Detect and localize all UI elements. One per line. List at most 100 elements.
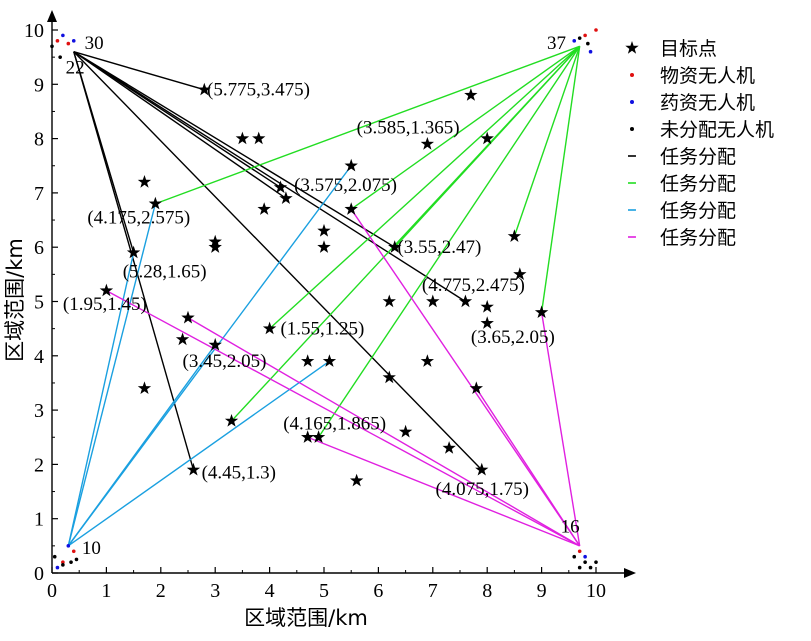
drone-red-dot [71, 549, 76, 554]
point-label: (5.775,3.475) [207, 80, 310, 101]
drone-black-dot [594, 560, 598, 564]
drone-red-dot [583, 33, 587, 38]
target-star [224, 414, 239, 427]
legend-dot-marker [630, 73, 634, 77]
assignment-line-1-5 [513, 46, 581, 237]
target-star [344, 158, 358, 172]
target-star [420, 354, 434, 367]
target-star [513, 267, 527, 280]
axis-ticks: 0 1 2 3 4 5 6 7 8 9 10 0 1 2 3 4 5 6 7 8 9 10 [24, 20, 606, 602]
assignment-line-3-1 [187, 317, 581, 547]
target-star [507, 229, 522, 242]
drone-black-dot [577, 565, 582, 570]
x-tick-label: 8 [482, 580, 492, 602]
x-tick-label: 0 [47, 580, 57, 602]
target-star [480, 131, 494, 145]
target-star [458, 294, 473, 308]
x-tick-label: 4 [265, 580, 275, 602]
point-label: (3.55,2.47) [397, 237, 481, 258]
legend-label: 药资无人机 [660, 92, 755, 114]
drone-red-dot [55, 39, 60, 43]
drone-blue-dot [55, 565, 60, 570]
assignment-line-1-2 [269, 45, 581, 330]
drone-blue-dot [66, 544, 71, 548]
target-star [382, 294, 396, 308]
target-star [469, 381, 483, 394]
legend-label: 物资无人机 [660, 65, 755, 87]
target-star [480, 316, 494, 329]
drone-black-dot [572, 554, 577, 559]
legend-dot-marker [630, 127, 634, 131]
drone-black-dot [61, 563, 65, 567]
point-label: (4.075,1.75) [436, 479, 529, 500]
assignment-line-3-3 [350, 208, 581, 547]
target-star [257, 202, 271, 215]
assignment-line-1-4 [317, 45, 581, 438]
legend-label: 未分配无人机 [660, 119, 774, 141]
drone-black-dot [577, 36, 582, 40]
y-axis-arrow [47, 10, 57, 22]
assignment-line-0-4 [73, 51, 466, 303]
assignment-line-1-0 [155, 45, 580, 205]
x-tick-label: 2 [156, 580, 166, 602]
target-star [208, 240, 222, 253]
target-star [426, 294, 440, 308]
target-star [317, 223, 331, 237]
target-star [126, 245, 141, 259]
drone-markers [50, 28, 598, 570]
drone-black-dot [74, 557, 79, 562]
assignment-line-3-4 [540, 312, 581, 546]
target-markers [99, 82, 549, 487]
legend-label: 任务分配 [660, 173, 736, 195]
legend-label: 任务分配 [660, 146, 736, 168]
drone-black-dot [50, 44, 54, 49]
drone-black-dot [588, 565, 593, 570]
point-label: (3.575,2.075) [294, 175, 397, 196]
x-tick-label: 3 [210, 580, 220, 602]
target-star [208, 337, 222, 351]
drone-black-dot [58, 55, 62, 59]
target-star [252, 131, 266, 145]
target-star [148, 196, 162, 210]
x-tick-label: 6 [373, 580, 383, 602]
point-label: (4.775,2.475) [422, 275, 525, 296]
point-label: (1.95,1.45) [63, 294, 147, 315]
y-tick-label: 8 [34, 129, 44, 151]
target-star [322, 354, 337, 367]
drone-blue-dot [588, 49, 593, 54]
target-star [442, 441, 456, 454]
y-tick-label: 5 [34, 292, 44, 314]
assignment-line-0-6 [73, 51, 195, 471]
target-star [350, 473, 364, 487]
assignment-line-0-0 [73, 51, 205, 91]
target-star [262, 321, 277, 335]
point-label: (3.585,1.365) [357, 118, 460, 139]
x-axis-arrow [624, 568, 636, 578]
axes [47, 10, 636, 578]
y-axis-title: 区域范围/km [3, 238, 27, 362]
target-star [398, 424, 413, 438]
target-star [464, 88, 478, 101]
target-star [301, 430, 315, 443]
point-label: (3.65,2.05) [471, 327, 555, 348]
target-star [279, 191, 293, 204]
legend-dot-marker [630, 100, 634, 104]
assignment-line-2-0 [67, 203, 157, 547]
legend-label: 任务分配 [660, 227, 736, 249]
target-star [420, 137, 434, 150]
target-star [317, 240, 331, 253]
hub-label: 30 [85, 33, 104, 54]
target-star [137, 381, 152, 394]
legend-star-marker [625, 41, 639, 54]
drone-black-dot [69, 560, 73, 564]
drone-red-dot [577, 549, 582, 554]
assignment-line-1-6 [540, 46, 581, 313]
target-star [475, 462, 489, 476]
x-axis-title: 区域范围/km [244, 606, 368, 630]
y-tick-label: 4 [34, 346, 44, 368]
drone-blue-dot [572, 39, 577, 43]
y-tick-label: 3 [34, 400, 44, 422]
assignment-line-1-3 [231, 45, 581, 422]
